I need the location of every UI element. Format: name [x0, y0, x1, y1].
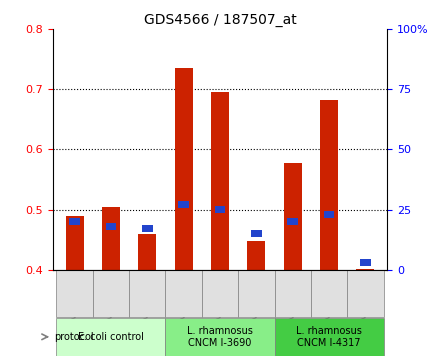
- FancyBboxPatch shape: [311, 270, 347, 317]
- Bar: [320, 100, 338, 270]
- FancyBboxPatch shape: [93, 270, 129, 317]
- Bar: [175, 68, 193, 270]
- FancyBboxPatch shape: [56, 318, 165, 356]
- Bar: [106, 223, 117, 230]
- Bar: [142, 225, 153, 232]
- Bar: [251, 230, 262, 237]
- FancyBboxPatch shape: [238, 270, 275, 317]
- Bar: [102, 207, 120, 270]
- Bar: [66, 216, 84, 270]
- FancyBboxPatch shape: [165, 270, 202, 317]
- FancyBboxPatch shape: [129, 270, 165, 317]
- Title: GDS4566 / 187507_at: GDS4566 / 187507_at: [143, 13, 297, 26]
- Bar: [211, 92, 229, 270]
- Bar: [287, 218, 298, 225]
- Bar: [138, 234, 156, 270]
- Bar: [323, 211, 334, 218]
- Text: L. rhamnosus
CNCM I-4317: L. rhamnosus CNCM I-4317: [296, 326, 362, 348]
- Bar: [215, 206, 225, 213]
- Bar: [247, 241, 265, 270]
- Bar: [360, 259, 371, 266]
- Text: protocol: protocol: [55, 332, 94, 342]
- Bar: [69, 218, 80, 225]
- Bar: [178, 201, 189, 208]
- Text: E. coli control: E. coli control: [78, 332, 144, 342]
- FancyBboxPatch shape: [165, 318, 275, 356]
- FancyBboxPatch shape: [202, 270, 238, 317]
- FancyBboxPatch shape: [56, 270, 93, 317]
- FancyBboxPatch shape: [275, 270, 311, 317]
- Text: L. rhamnosus
CNCM I-3690: L. rhamnosus CNCM I-3690: [187, 326, 253, 348]
- Bar: [284, 163, 302, 270]
- FancyBboxPatch shape: [347, 270, 384, 317]
- FancyBboxPatch shape: [275, 318, 384, 356]
- Bar: [356, 269, 374, 270]
